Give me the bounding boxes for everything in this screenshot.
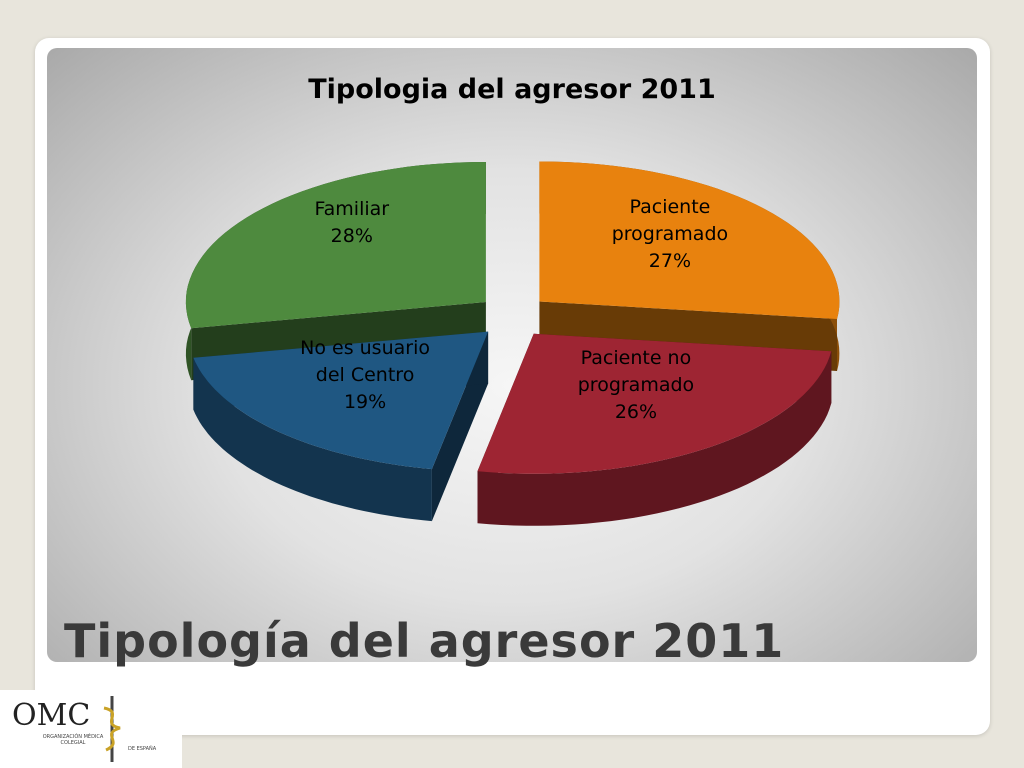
logo-suffix: DE ESPAÑA	[128, 746, 157, 752]
pie-chart	[185, 161, 840, 526]
slide-title: Tipología del agresor 2011	[64, 614, 785, 668]
logo-emblem	[103, 696, 121, 762]
value-label: 19%	[343, 390, 387, 413]
slice-wall	[193, 357, 432, 522]
data-label: Paciente no programado 26%	[561, 345, 711, 426]
data-label: No es usuario del Centro 19%	[290, 335, 440, 416]
chart-panel: Tipologia del agresor 2011 Paciente prog…	[47, 48, 977, 662]
category-label: Paciente programado	[611, 195, 729, 245]
value-label: 26%	[614, 401, 658, 424]
slice	[477, 333, 832, 474]
logo: OMC ORGANIZACIÓN MÉDICA COLEGIAL DE ESPA…	[0, 690, 182, 768]
slice-wall	[477, 351, 832, 526]
category-label: No es usuario del Centro	[300, 336, 430, 386]
slice	[185, 162, 486, 329]
logo-name: OMC	[12, 698, 91, 733]
value-label: 27%	[648, 249, 692, 272]
category-label: Paciente no programado	[577, 347, 695, 397]
slice	[539, 161, 840, 319]
category-label: Familiar	[314, 198, 390, 221]
slice	[193, 331, 489, 470]
data-label: Familiar 28%	[277, 196, 427, 250]
value-label: 28%	[330, 225, 373, 248]
chart-title: Tipologia del agresor 2011	[308, 74, 716, 105]
logo-subtitle: ORGANIZACIÓN MÉDICA COLEGIAL	[42, 734, 104, 746]
data-label: Paciente programado 27%	[595, 194, 745, 275]
